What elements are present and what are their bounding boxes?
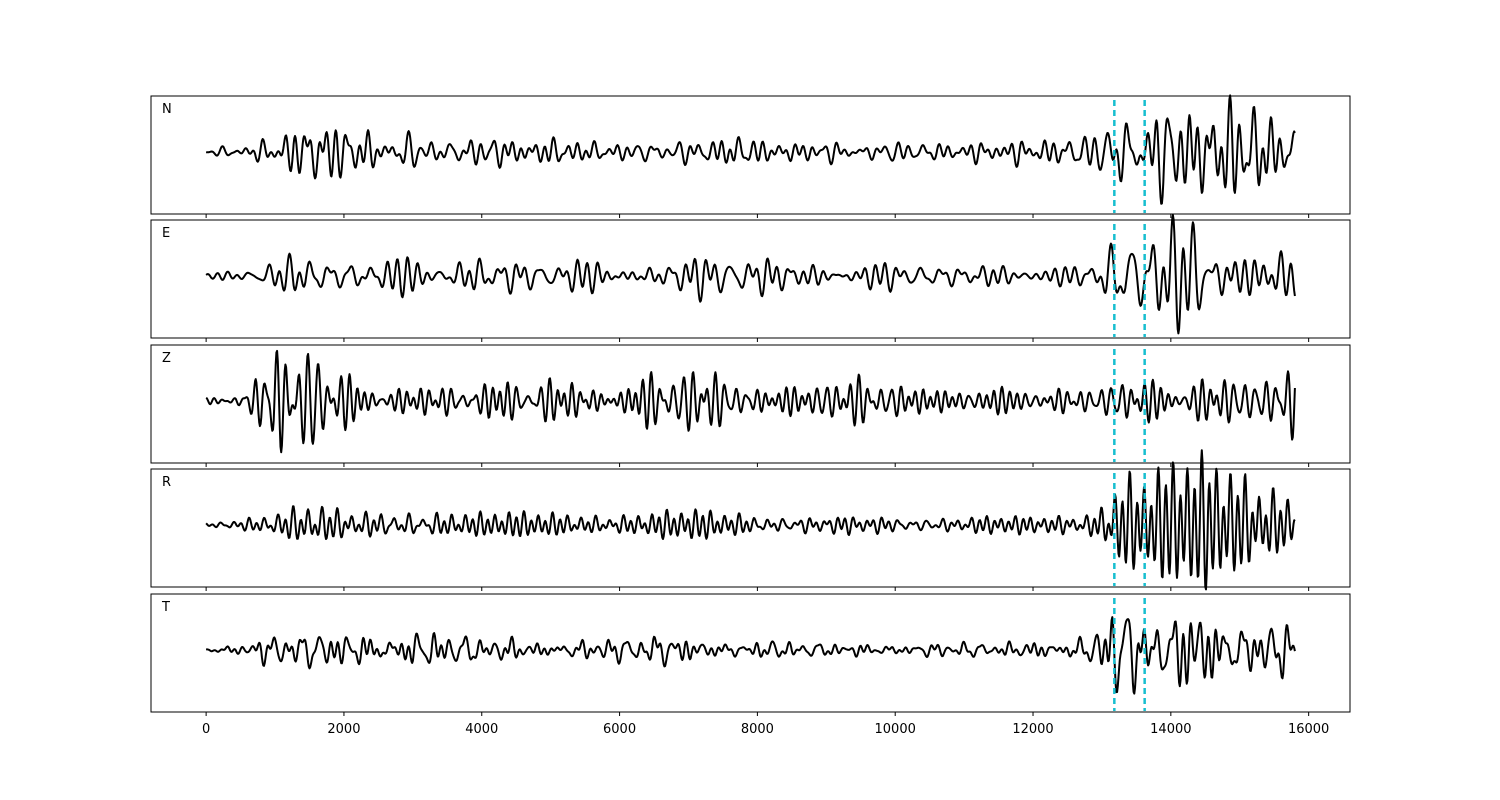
panel-z: Z <box>150 344 1351 467</box>
panel-frame <box>150 344 1351 464</box>
panel-frame <box>150 95 1351 215</box>
panel-frame <box>150 593 1351 713</box>
x-tick-label: 16000 <box>1288 722 1329 737</box>
panel-n: N <box>150 94 1351 218</box>
trace-e <box>205 214 1296 335</box>
x-tick-label: 12000 <box>1012 722 1053 737</box>
panel-t: T <box>150 593 1351 716</box>
x-tick-label: 4000 <box>465 722 498 737</box>
panel-label: E <box>162 226 170 241</box>
panel-label: T <box>161 600 170 615</box>
trace-z <box>205 349 1296 454</box>
trace-t <box>205 616 1296 695</box>
x-tick-label: 0 <box>202 722 210 737</box>
panel-label: N <box>162 102 172 117</box>
panel-label: Z <box>162 351 171 366</box>
x-axis: 0 2000 4000 6000 8000 10000 12000 14000 16000 <box>202 722 1329 737</box>
panel-frame <box>150 468 1351 588</box>
x-tick-label: 2000 <box>327 722 360 737</box>
panels-group: N E Z R T <box>150 94 1351 716</box>
trace-n <box>205 94 1296 205</box>
panel-e: E <box>150 214 1351 342</box>
x-tick-label: 14000 <box>1150 722 1191 737</box>
x-tick-label: 10000 <box>875 722 916 737</box>
panel-frame <box>150 219 1351 339</box>
trace-r <box>205 449 1296 591</box>
x-tick-label: 8000 <box>741 722 774 737</box>
panel-label: R <box>162 475 171 490</box>
panel-r: R <box>150 449 1351 591</box>
x-tick-label: 6000 <box>603 722 636 737</box>
